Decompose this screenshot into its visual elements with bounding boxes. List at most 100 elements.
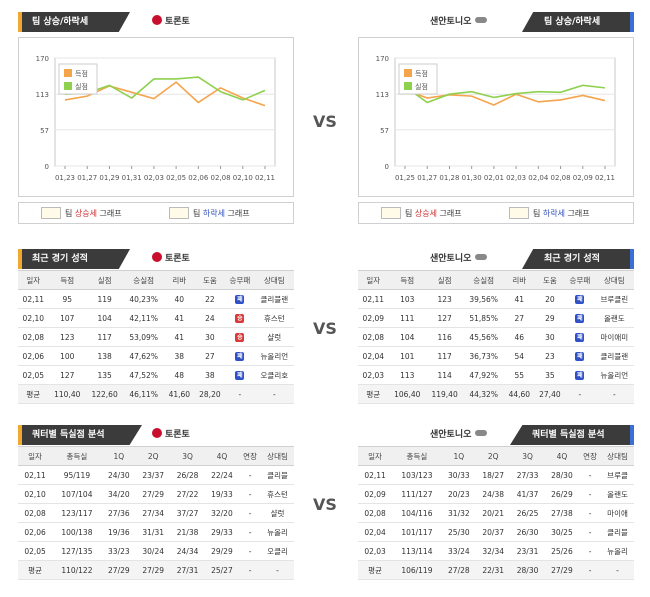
uptrend-legend: 팀 상승세 그래프 <box>41 207 122 221</box>
table-cell: 127/135 <box>52 541 102 561</box>
column-header: 총득실 <box>52 446 102 466</box>
table-cell: 02,03 <box>358 365 389 385</box>
team-name: 토론토 <box>165 430 190 440</box>
column-header: 실점 <box>425 270 464 290</box>
downtrend-legend: 팀 하락세 그래프 <box>509 207 590 221</box>
table-cell: - <box>579 522 602 542</box>
quarter-team-left: 토론토 <box>152 425 190 445</box>
table-cell: 47,52% <box>123 365 165 385</box>
table-cell: 48 <box>164 365 195 385</box>
average-cell: - <box>594 384 634 404</box>
average-cell: - <box>239 560 262 580</box>
average-cell: 106/119 <box>392 560 442 580</box>
legend-swatch <box>404 82 412 90</box>
table-cell: 샬럿 <box>261 503 294 523</box>
result-cell: 패 <box>225 346 255 366</box>
table-row: 02,08 123/117 27/36 27/34 37/27 32/20- 샬럿 <box>18 503 294 523</box>
table-row: 02,04 101 117 36,73% 54 23 패 클리블랜 <box>358 346 634 366</box>
table-cell: 24 <box>194 308 226 328</box>
spurs-logo-icon <box>474 430 487 436</box>
table-cell: 21/38 <box>170 522 205 542</box>
y-tick-label: 0 <box>45 163 49 171</box>
legend-swatch <box>404 69 412 77</box>
table-cell: 31/32 <box>441 503 477 523</box>
average-cell: 44,32% <box>463 384 505 404</box>
x-tick-label: 02,03 <box>144 174 164 182</box>
table-cell: 19/33 <box>204 484 240 504</box>
recent-team-right: 샌안토니오 <box>430 249 490 269</box>
average-row: 평균 106,40 119,40 44,32% 44,60 27,40- - <box>358 384 634 404</box>
column-header: 일자 <box>358 446 393 466</box>
trend-chart-right: 170 113 57 0 01,25 01,27 01,28 01,30 02,01 02,03 0… <box>358 37 634 197</box>
table-cell: 클리블 <box>261 465 294 485</box>
table-cell: 40 <box>164 289 195 309</box>
legend-swatch <box>64 82 72 90</box>
table-cell: 02,11 <box>18 465 53 485</box>
table-row: 02,08 104/116 31/32 20/21 26/25 27/38- 마이애 <box>358 503 634 523</box>
series-line-score <box>404 89 606 106</box>
table-cell: 27/36 <box>101 503 137 523</box>
team-name: 토론토 <box>165 254 190 264</box>
quarter-header-left: 쿼터별 득실점 분석 <box>18 425 142 445</box>
raptors-logo-icon <box>152 252 162 262</box>
table-cell: 42,11% <box>123 308 165 328</box>
x-tick-label: 02,10 <box>233 174 253 182</box>
x-tick-label: 02,04 <box>528 174 549 182</box>
x-tick-label: 02,01 <box>484 174 504 182</box>
table-row: 02,06 100/138 19/36 31/31 21/38 29/33- 뉴올리 <box>18 522 294 542</box>
x-tick-label: 01,27 <box>417 174 437 182</box>
team-name: 토론토 <box>165 17 190 27</box>
table-cell: 02,08 <box>358 327 389 347</box>
result-cell: 패 <box>565 308 595 328</box>
average-cell: - <box>225 384 255 404</box>
table-cell: - <box>239 484 262 504</box>
table-cell: 38 <box>194 365 226 385</box>
series-line-score <box>64 81 266 107</box>
table-cell: 26/30 <box>510 522 545 542</box>
average-cell: 평균 <box>18 560 53 580</box>
table-cell: 41/37 <box>510 484 545 504</box>
column-header: 연장 <box>239 446 262 466</box>
table-cell: 101/117 <box>392 522 442 542</box>
uptrend-swatch-icon <box>41 207 61 219</box>
table-cell: 47,92% <box>463 365 505 385</box>
table-cell: - <box>579 541 602 561</box>
table-cell: 02,05 <box>18 541 53 561</box>
spurs-logo-icon <box>474 17 487 23</box>
table-cell: 37/27 <box>170 503 205 523</box>
quarter-team-right: 샌안토니오 <box>430 425 490 445</box>
column-header: 승무패 <box>225 270 255 290</box>
team-name: 샌안토니오 <box>430 430 472 440</box>
x-tick-label: 02,11 <box>595 174 615 182</box>
table-cell: 27/34 <box>136 503 171 523</box>
average-cell: 평균 <box>358 384 389 404</box>
table-cell: 휴스턴 <box>254 308 294 328</box>
table-cell: 117 <box>425 346 464 366</box>
column-header: 승실점 <box>123 270 165 290</box>
table-row: 02,11 95 119 40,23% 40 22 패 클리블랜 <box>18 289 294 309</box>
downtrend-swatch-icon <box>169 207 189 219</box>
table-cell: 20 <box>534 289 566 309</box>
table-cell: 41 <box>164 327 195 347</box>
column-header: 상대팀 <box>254 270 294 290</box>
x-tick-label: 02,08 <box>551 174 571 182</box>
table-cell: 22/24 <box>204 465 240 485</box>
table-cell: - <box>579 484 602 504</box>
table-cell: 25/30 <box>441 522 477 542</box>
table-cell: 마이애미 <box>594 327 634 347</box>
average-cell: 22/31 <box>476 560 511 580</box>
table-cell: 54 <box>504 346 535 366</box>
average-cell: - <box>261 560 294 580</box>
table-cell: 02,11 <box>358 465 393 485</box>
average-row: 평균 106/119 27/28 22/31 28/30 27/29- - <box>358 560 634 580</box>
table-cell: 20/37 <box>476 522 511 542</box>
result-cell: 패 <box>565 289 595 309</box>
result-badge: 승 <box>235 314 245 323</box>
table-row: 02,08 123 117 53,09% 41 30 승 샬럿 <box>18 327 294 347</box>
recent-team-left: 토론토 <box>152 249 190 269</box>
table-cell: 95/119 <box>52 465 102 485</box>
table-cell: 02,10 <box>18 308 49 328</box>
average-cell: 122,60 <box>85 384 124 404</box>
